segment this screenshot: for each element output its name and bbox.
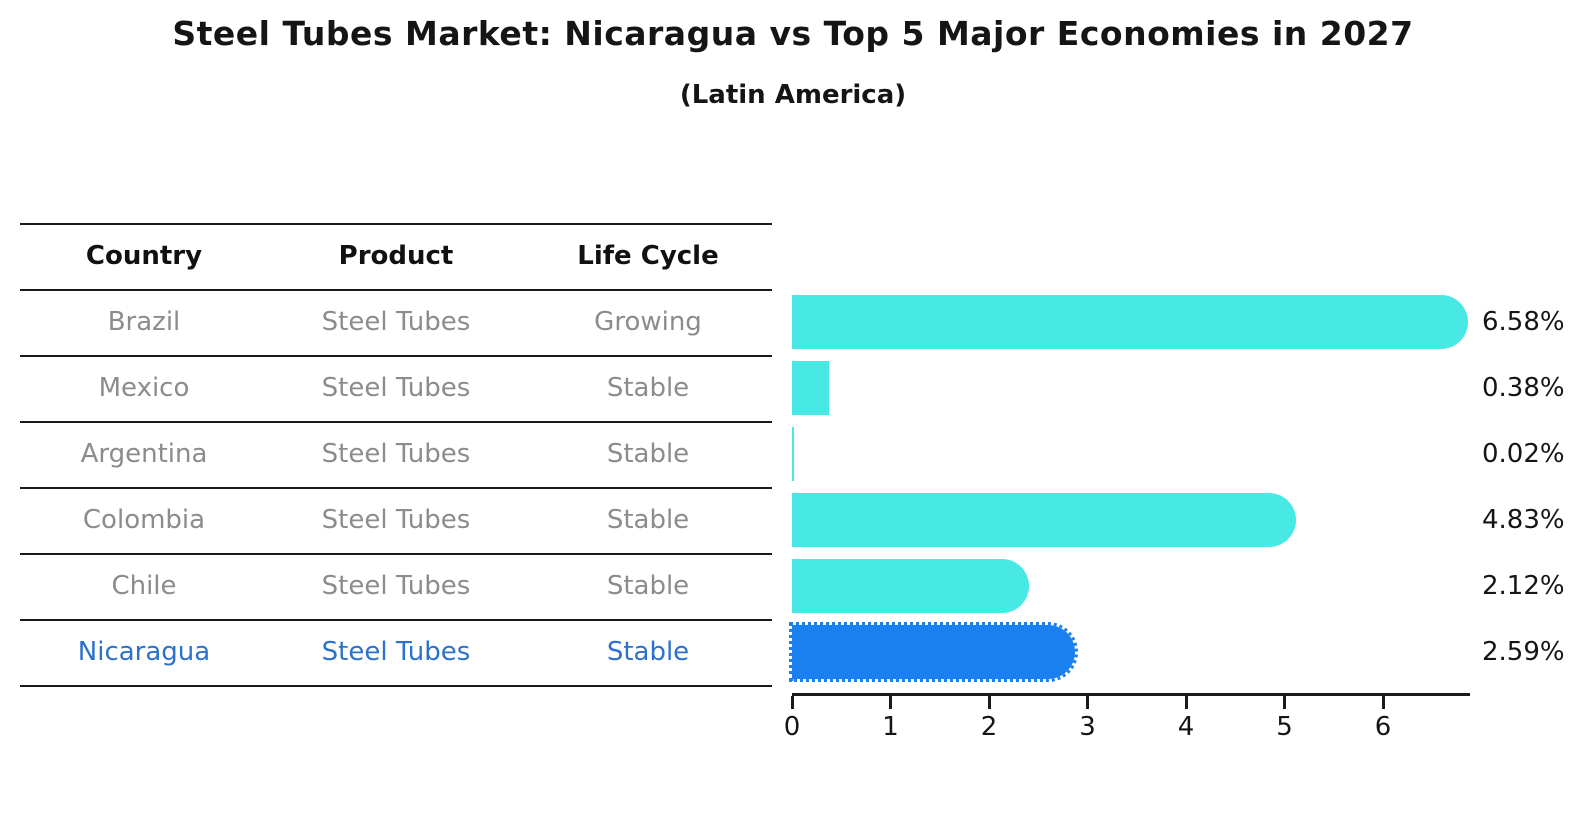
chart-title: Steel Tubes Market: Nicaragua vs Top 5 M… xyxy=(172,14,1414,53)
table-divider xyxy=(20,685,772,687)
country-table: Country Product Life Cycle Brazil Steel T… xyxy=(20,223,772,687)
table-cell-product: Steel Tubes xyxy=(321,307,471,337)
chart-subtitle: (Latin America) xyxy=(679,80,907,110)
table-divider xyxy=(20,487,772,489)
column-header-country: Country xyxy=(85,241,203,271)
table-cell-country: Chile xyxy=(111,571,177,601)
table-cell-product: Steel Tubes xyxy=(321,439,471,469)
table-cell-country: Argentina xyxy=(80,439,208,469)
bar-value-label: 6.58% xyxy=(1482,307,1565,337)
table-cell-country: Mexico xyxy=(98,373,190,403)
table-divider xyxy=(20,421,772,423)
bar-chile xyxy=(792,559,1029,613)
table-cell-country: Brazil xyxy=(107,307,181,337)
table-header-row: Country Product Life Cycle xyxy=(20,223,772,289)
x-tick-mark xyxy=(987,696,991,709)
table-row: Colombia Steel Tubes Stable xyxy=(20,487,772,553)
table-cell-product: Steel Tubes xyxy=(321,637,471,667)
table-cell-lifecycle: Stable xyxy=(606,505,690,535)
x-tick-mark xyxy=(1184,696,1188,709)
table-cell-product: Steel Tubes xyxy=(321,505,471,535)
bar-colombia xyxy=(792,493,1296,547)
bar-value-label: 2.59% xyxy=(1482,637,1565,667)
bar-mexico xyxy=(792,361,830,415)
table-cell-product: Steel Tubes xyxy=(321,571,471,601)
table-cell-lifecycle: Stable xyxy=(606,373,690,403)
bar-argentina xyxy=(792,427,794,481)
x-tick-label: 5 xyxy=(1276,712,1293,742)
x-tick-label: 3 xyxy=(1079,712,1096,742)
table-row: Mexico Steel Tubes Stable xyxy=(20,355,772,421)
bar-value-label: 4.83% xyxy=(1482,505,1565,535)
bar-brazil xyxy=(792,295,1469,349)
x-tick-mark xyxy=(1086,696,1089,709)
table-cell-country: Colombia xyxy=(82,505,206,535)
x-tick-mark xyxy=(889,696,892,709)
table-row: Brazil Steel Tubes Growing xyxy=(20,289,772,355)
table-row: Argentina Steel Tubes Stable xyxy=(20,421,772,487)
table-cell-lifecycle: Stable xyxy=(606,637,690,667)
table-cell-country: Nicaragua xyxy=(77,637,211,667)
x-tick-label: 1 xyxy=(882,712,899,742)
table-cell-product: Steel Tubes xyxy=(321,373,471,403)
x-tick-mark xyxy=(1381,696,1385,709)
x-tick-label: 4 xyxy=(1177,712,1195,742)
column-header-lifecycle: Life Cycle xyxy=(577,241,719,271)
table-row: Nicaragua Steel Tubes Stable xyxy=(20,619,772,685)
table-divider xyxy=(20,355,772,357)
x-axis-spine xyxy=(792,693,1470,696)
x-tick-label: 6 xyxy=(1374,712,1392,742)
table-divider xyxy=(20,223,772,225)
table-cell-lifecycle: Stable xyxy=(606,439,690,469)
table-cell-lifecycle: Growing xyxy=(594,307,702,337)
bar-nicaragua xyxy=(788,622,1079,682)
table-divider xyxy=(20,619,772,621)
bar-value-label: 2.12% xyxy=(1482,571,1565,601)
table-cell-lifecycle: Stable xyxy=(606,571,690,601)
bar-value-label: 0.02% xyxy=(1482,439,1565,469)
x-tick-label: 0 xyxy=(783,712,801,742)
table-row: Chile Steel Tubes Stable xyxy=(20,553,772,619)
x-tick-mark xyxy=(1283,696,1286,709)
table-divider xyxy=(20,289,772,291)
x-tick-label: 2 xyxy=(980,712,998,742)
table-divider xyxy=(20,553,772,555)
bar-chart: 0 1 2 3 4 5 6 6.58% 0.38% 0.02% 4.83% 2.12% 2.59% xyxy=(784,288,1586,823)
bar-value-label: 0.38% xyxy=(1482,373,1565,403)
column-header-product: Product xyxy=(338,241,454,271)
x-tick-mark xyxy=(790,696,794,709)
